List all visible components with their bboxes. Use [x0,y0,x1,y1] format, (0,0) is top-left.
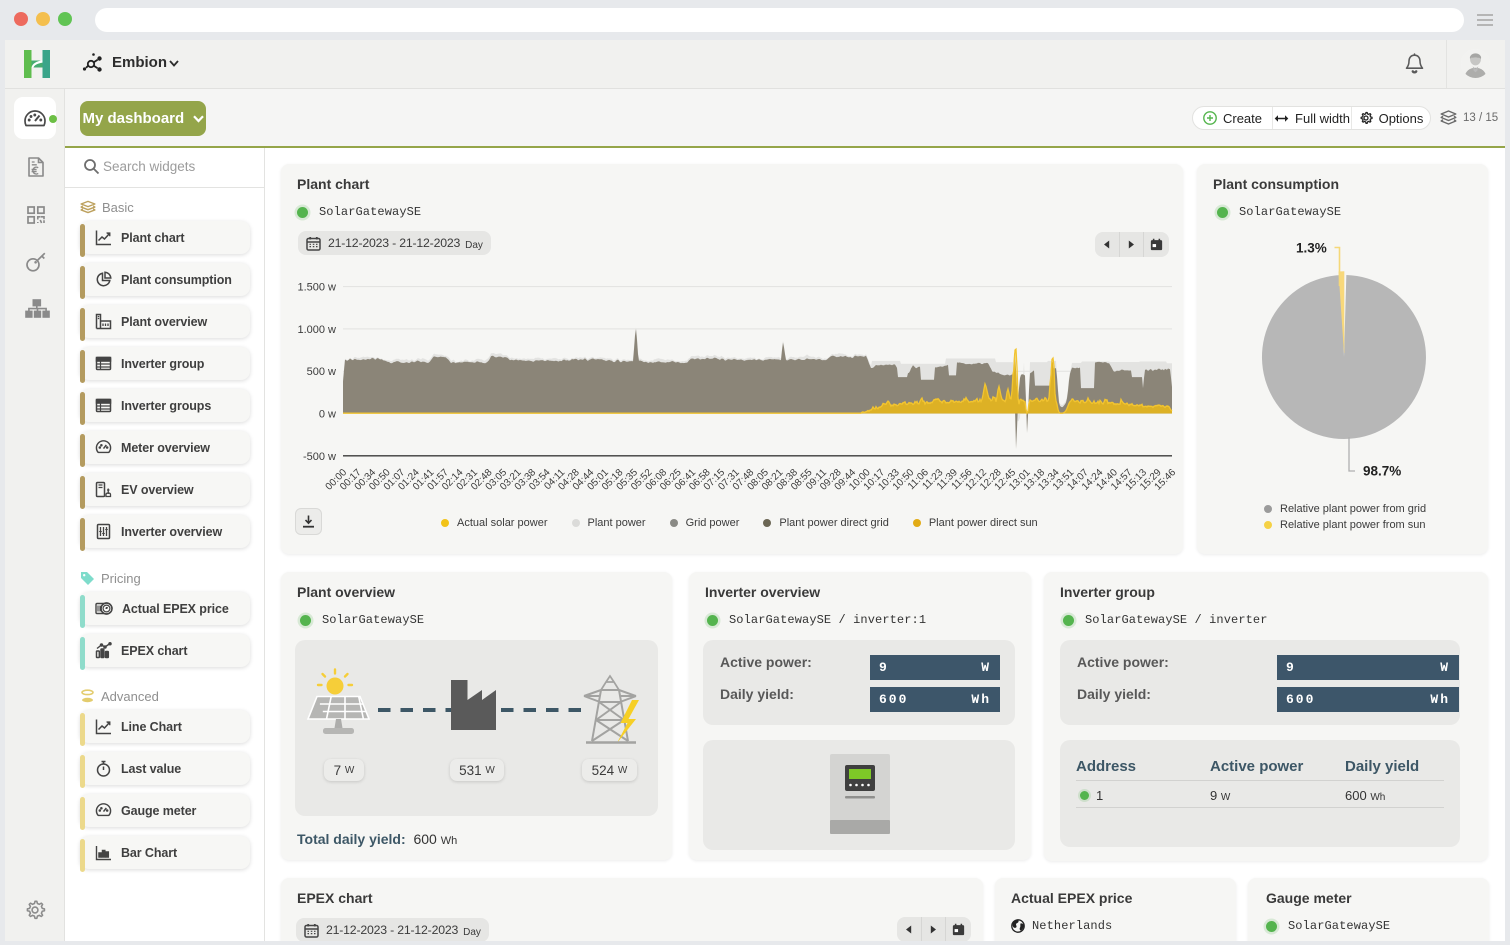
svg-text:1.500 w: 1.500 w [297,282,336,294]
svg-text:1.3%: 1.3% [1296,241,1327,256]
svg-text:98.7%: 98.7% [1363,464,1401,479]
svg-text:0 w: 0 w [319,409,336,421]
svg-text:1.000 w: 1.000 w [297,324,336,336]
svg-text:500 w: 500 w [307,366,336,378]
svg-text:-500 w: -500 w [303,451,336,463]
